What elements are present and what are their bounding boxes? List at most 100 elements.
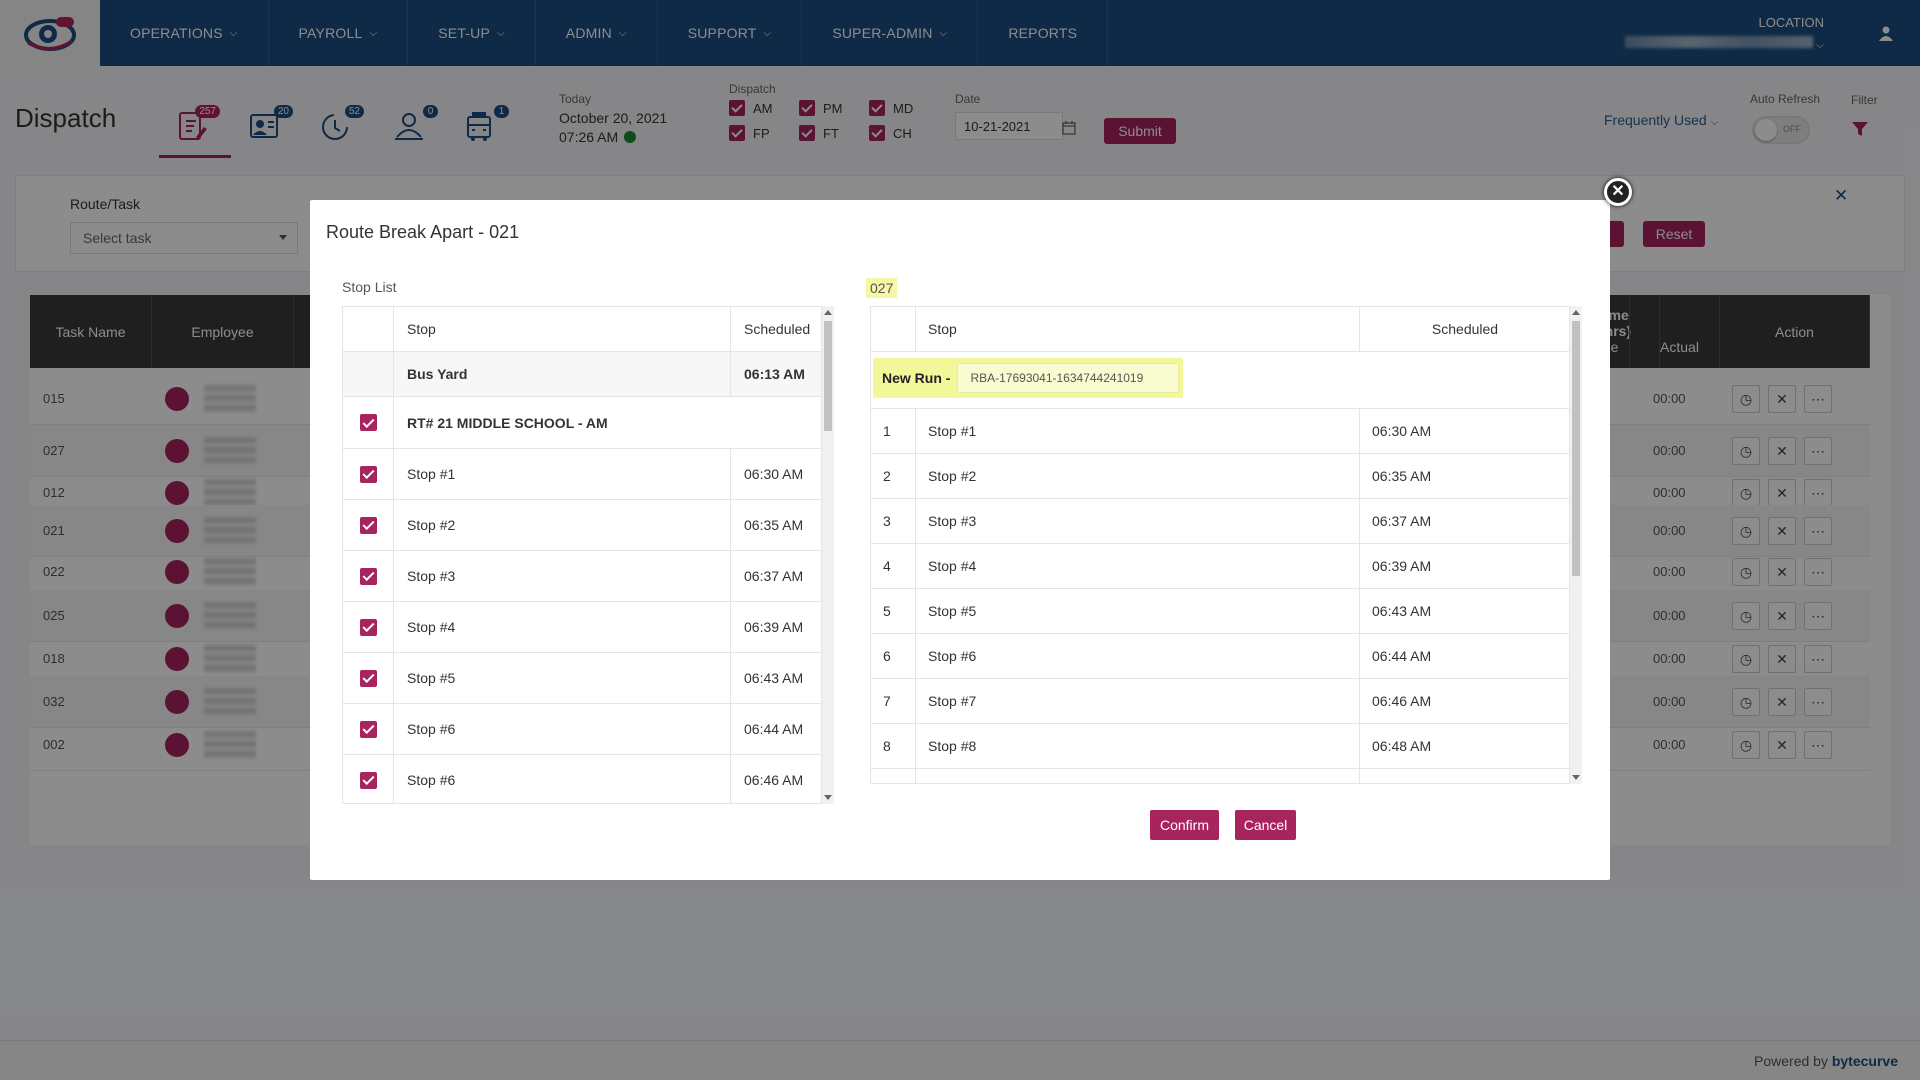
scroll-down-icon[interactable] [824,795,832,800]
new-run-stop-row[interactable]: 6 Stop #6 06:44 AM [871,634,1569,679]
more-icon[interactable]: ⋯ [1804,558,1832,586]
date-input[interactable]: 10-21-2021 [955,112,1063,140]
stop-checkbox-cell[interactable] [343,653,394,703]
clock-icon[interactable]: ◷ [1732,385,1760,413]
dispatch-checkbox-fp[interactable]: FP [729,125,799,141]
checkbox-checked-icon[interactable] [359,516,377,534]
stop-checkbox-cell[interactable] [343,755,394,803]
stop-row[interactable]: Stop #2 06:35 AM [343,500,821,551]
more-icon[interactable]: ⋯ [1804,602,1832,630]
stop-row[interactable]: Stop #5 06:43 AM [343,653,821,704]
dispatch-checkbox-md[interactable]: MD [869,100,939,116]
nav-operations[interactable]: OPERATIONS ⌵ [100,0,269,66]
stop-row[interactable]: Stop #6 06:46 AM [343,755,821,803]
more-icon[interactable]: ⋯ [1804,517,1832,545]
nav-admin[interactable]: ADMIN ⌵ [536,0,658,66]
checkbox-checked-icon[interactable] [359,414,377,431]
tab-drivers[interactable]: 0 [392,105,438,147]
more-icon[interactable]: ⋯ [1804,479,1832,507]
close-icon[interactable]: ✕ [1768,731,1796,759]
user-icon[interactable] [1866,25,1906,41]
new-run-input[interactable]: RBA-17693041-1634744241019 [957,363,1180,393]
tab-timeclock[interactable]: 52 [318,105,364,147]
nav-support[interactable]: SUPPORT ⌵ [658,0,803,66]
calendar-icon[interactable] [1062,121,1076,140]
stop-row[interactable]: Stop #3 06:37 AM [343,551,821,602]
clock-icon[interactable]: ◷ [1732,602,1760,630]
location-selector[interactable]: LOCATION ⌵ [1624,15,1824,51]
close-icon[interactable]: ✕ [1768,479,1796,507]
tab-employees[interactable]: 20 [247,105,293,147]
stop-checkbox-cell[interactable] [343,352,394,396]
checkbox-checked-icon[interactable] [359,567,377,585]
close-icon[interactable]: ✕ [1768,688,1796,716]
submit-button[interactable]: Submit [1104,118,1176,144]
dispatch-checkbox-ft[interactable]: FT [799,125,869,141]
more-icon[interactable]: ⋯ [1804,645,1832,673]
dispatch-checkbox-am[interactable]: AM [729,100,799,116]
modal-close-icon[interactable]: ✕ [1604,178,1632,206]
stop-checkbox-cell[interactable] [343,602,394,652]
clock-icon[interactable]: ◷ [1732,517,1760,545]
dispatch-checkbox-ch[interactable]: CH [869,125,939,141]
more-icon[interactable]: ⋯ [1804,437,1832,465]
stop-checkbox-cell[interactable] [343,397,394,448]
checkbox-checked-icon[interactable] [359,669,377,687]
clock-icon[interactable]: ◷ [1732,479,1760,507]
close-icon[interactable]: ✕ [1834,186,1849,205]
stop-list-scrollbar[interactable] [822,306,834,804]
more-icon[interactable]: ⋯ [1804,731,1832,759]
cancel-button[interactable]: Cancel [1235,810,1296,840]
close-icon[interactable]: ✕ [1768,645,1796,673]
clock-icon[interactable]: ◷ [1732,731,1760,759]
new-run-stop-row[interactable]: 3 Stop #3 06:37 AM [871,499,1569,544]
stop-checkbox-cell[interactable] [343,449,394,499]
apply-button[interactable] [1610,221,1624,247]
more-icon[interactable]: ⋯ [1804,385,1832,413]
auto-refresh-toggle[interactable]: OFF [1752,116,1810,144]
dispatch-checkbox-pm[interactable]: PM [799,100,869,116]
nav-setup[interactable]: SET-UP ⌵ [408,0,536,66]
stop-row[interactable]: Stop #6 06:44 AM [343,704,821,755]
clock-icon[interactable]: ◷ [1732,558,1760,586]
clock-icon[interactable]: ◷ [1732,437,1760,465]
more-icon[interactable]: ⋯ [1804,688,1832,716]
checkbox-checked-icon[interactable] [359,771,377,789]
close-icon[interactable]: ✕ [1768,437,1796,465]
tab-vehicles[interactable]: 1 [463,105,509,147]
col-employee[interactable]: Employee [152,295,294,368]
nav-super-admin[interactable]: SUPER-ADMIN ⌵ [802,0,979,66]
app-logo[interactable] [0,0,100,66]
scroll-up-icon[interactable] [1572,310,1580,315]
checkbox-checked-icon[interactable] [359,465,377,483]
route-task-select[interactable]: Select task [70,222,298,254]
new-run-stop-row[interactable]: 7 Stop #7 06:46 AM [871,679,1569,724]
scroll-thumb[interactable] [824,321,832,431]
scroll-down-icon[interactable] [1572,775,1580,780]
clock-icon[interactable]: ◷ [1732,645,1760,673]
tab-tasks[interactable]: 257 [174,105,220,147]
stop-row[interactable]: Stop #1 06:30 AM [343,449,821,500]
scroll-thumb[interactable] [1572,321,1580,576]
confirm-button[interactable]: Confirm [1150,810,1219,840]
close-icon[interactable]: ✕ [1768,558,1796,586]
new-run-stop-row[interactable]: 2 Stop #2 06:35 AM [871,454,1569,499]
stop-row[interactable]: RT# 21 MIDDLE SCHOOL - AM [343,397,821,449]
reset-button[interactable]: Reset [1643,221,1705,247]
new-run-scrollbar[interactable] [1570,306,1582,784]
scroll-up-icon[interactable] [824,310,832,315]
new-run-stop-row[interactable]: 5 Stop #5 06:43 AM [871,589,1569,634]
close-icon[interactable]: ✕ [1768,385,1796,413]
close-icon[interactable]: ✕ [1768,517,1796,545]
new-run-stop-row[interactable]: 4 Stop #4 06:39 AM [871,544,1569,589]
checkbox-checked-icon[interactable] [359,618,377,636]
col-task-name[interactable]: Task Name [30,295,152,368]
stop-checkbox-cell[interactable] [343,551,394,601]
frequently-used-dropdown[interactable]: Frequently Used ⌵ [1604,112,1718,128]
filter-icon[interactable] [1851,120,1869,143]
stop-row[interactable]: Stop #4 06:39 AM [343,602,821,653]
checkbox-checked-icon[interactable] [359,720,377,738]
bytecurve-logo[interactable]: bytecurve [1831,1053,1898,1069]
nav-payroll[interactable]: PAYROLL ⌵ [269,0,409,66]
stop-checkbox-cell[interactable] [343,500,394,550]
